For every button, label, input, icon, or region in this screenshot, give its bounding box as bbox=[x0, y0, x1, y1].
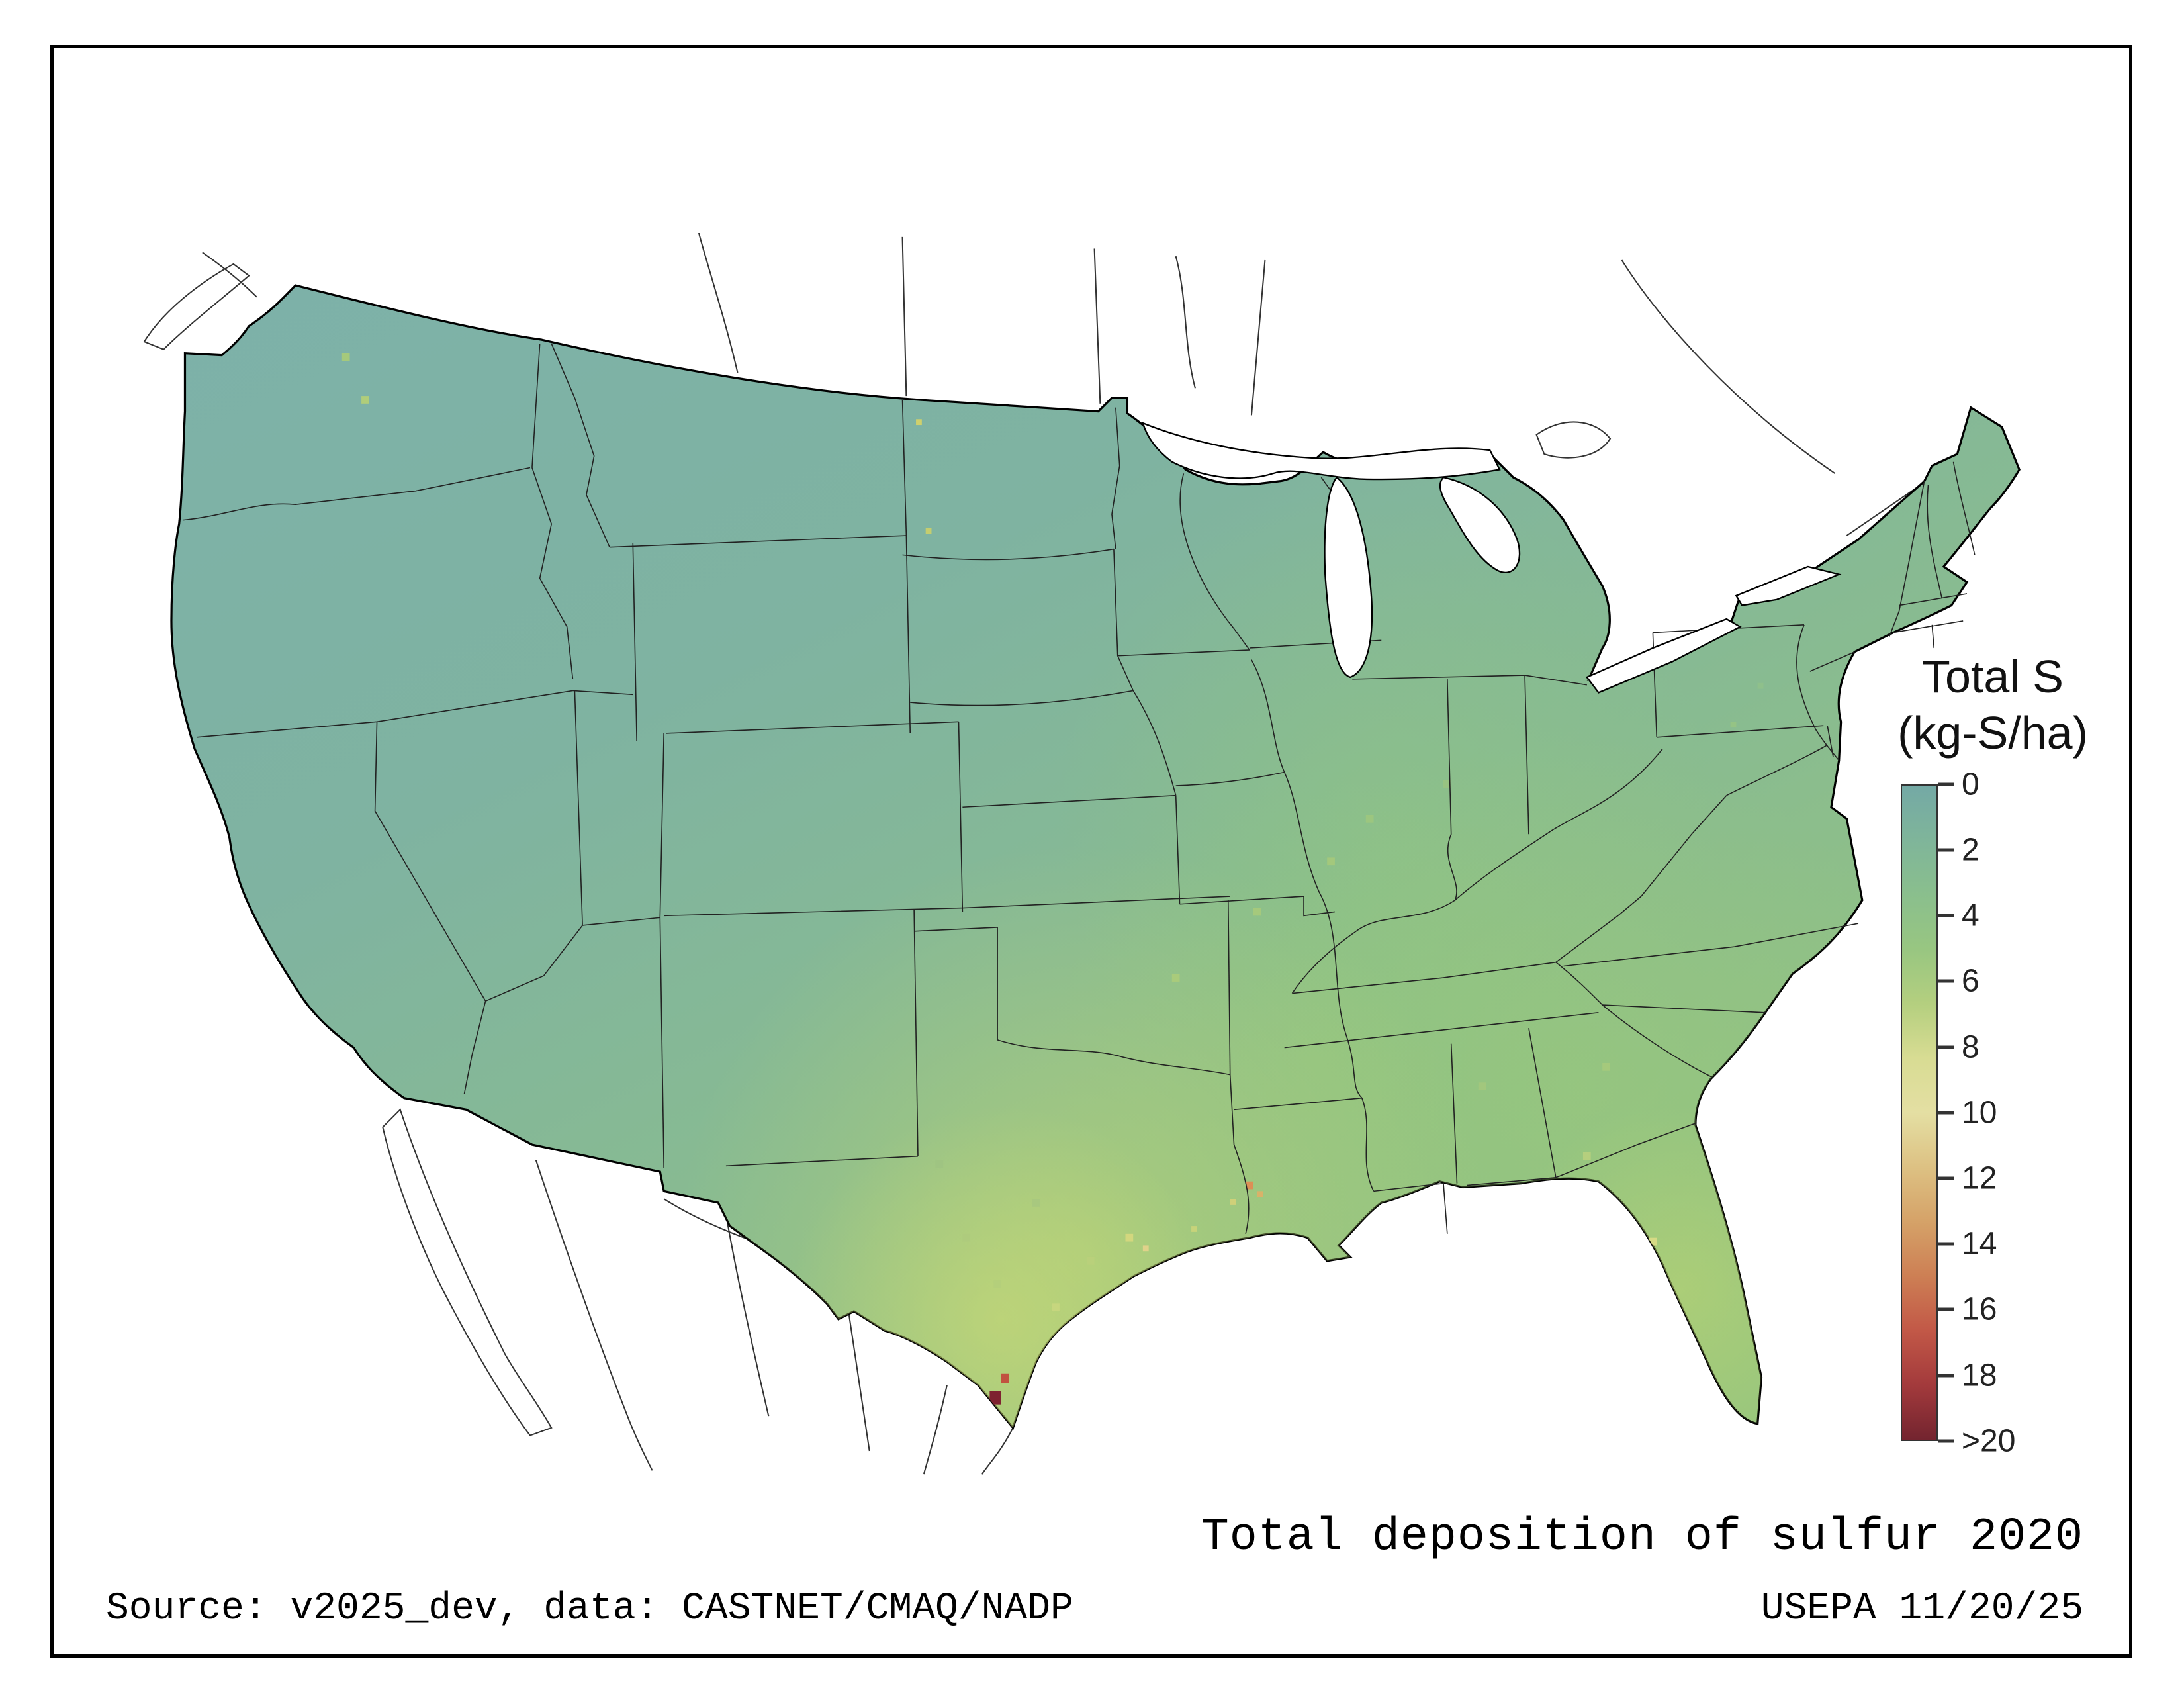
tick-mark bbox=[1938, 848, 1954, 852]
baja-california bbox=[382, 1108, 553, 1436]
deposition-hotspots bbox=[341, 353, 1764, 1405]
us-deposition-map bbox=[143, 233, 2021, 1475]
tick-label: >20 bbox=[1962, 1423, 2016, 1459]
colorbar-tick: >20 bbox=[1938, 1423, 2015, 1459]
figure-caption: Total deposition of sulfur 2020 bbox=[1201, 1511, 2083, 1564]
state-borders bbox=[183, 343, 1976, 1235]
lake-ontario bbox=[1735, 565, 1842, 606]
credit-text: USEPA 11/20/25 bbox=[1760, 1587, 2083, 1630]
colorbar-tick: 6 bbox=[1938, 963, 1979, 1000]
neighbor-country-borders bbox=[143, 233, 1929, 1475]
canada-province-line-mb-on bbox=[1250, 259, 1266, 416]
canada-province-line-bc-ab bbox=[698, 233, 739, 373]
deposition-tints bbox=[171, 285, 2020, 1428]
colorbar-tick: 2 bbox=[1938, 831, 1979, 868]
colorbar-tick: 14 bbox=[1938, 1226, 1997, 1262]
tick-label: 8 bbox=[1962, 1029, 1979, 1065]
colorbar-row: 0 2 4 6 8 10 12 14 16 18 >20 bbox=[1901, 767, 2139, 1458]
tick-label: 0 bbox=[1962, 767, 1979, 802]
colorbar-tick: 12 bbox=[1938, 1160, 1997, 1196]
colorbar-tick: 18 bbox=[1938, 1357, 1997, 1393]
tick-mark bbox=[1938, 1307, 1954, 1311]
tick-label: 12 bbox=[1962, 1160, 1997, 1196]
tick-mark bbox=[1938, 979, 1954, 983]
mexico-state-line-3 bbox=[923, 1385, 948, 1475]
figure-frame bbox=[50, 45, 2132, 1658]
mexico-state-line-1 bbox=[725, 1214, 770, 1417]
colorbar bbox=[1901, 784, 1938, 1441]
colorbar-tick: 16 bbox=[1938, 1291, 1997, 1328]
legend-title-line1: Total S bbox=[1922, 651, 2064, 702]
colorbar-tick: 0 bbox=[1938, 766, 1979, 802]
bc-coastline bbox=[202, 252, 257, 298]
mexico-state-line-2 bbox=[845, 1295, 870, 1452]
canada-province-line-on-qc bbox=[1621, 259, 1836, 475]
tick-mark bbox=[1938, 1176, 1954, 1180]
legend-title-line2: (kg-S/ha) bbox=[1897, 707, 2088, 759]
mexico-west-coast bbox=[535, 1160, 653, 1471]
legend-title: Total S (kg-S/ha) bbox=[1884, 649, 2102, 762]
colorbar-ticks: 0 2 4 6 8 10 12 14 16 18 >20 bbox=[1938, 767, 2136, 1458]
mexico-gulf-coast bbox=[981, 1427, 1014, 1475]
canada-province-line-ab-sk bbox=[901, 236, 907, 397]
tick-mark bbox=[1938, 782, 1954, 786]
legend: Total S (kg-S/ha) 0 2 4 6 8 10 12 14 16 18 >20 bbox=[1884, 649, 2161, 1458]
lake-erie bbox=[1585, 618, 1742, 694]
tick-mark bbox=[1938, 1045, 1954, 1049]
tick-label: 10 bbox=[1962, 1095, 1997, 1131]
vancouver-island bbox=[143, 263, 250, 350]
lake-superior bbox=[1142, 422, 1501, 481]
tick-label: 14 bbox=[1962, 1226, 1997, 1262]
source-text: Source: v2025_dev, data: CASTNET/CMAQ/NA… bbox=[106, 1587, 1073, 1630]
tick-label: 18 bbox=[1962, 1358, 1997, 1393]
canada-province-line-sk-mb bbox=[1093, 248, 1101, 404]
great-lakes bbox=[1142, 422, 1842, 694]
lake-huron bbox=[1439, 476, 1521, 573]
tick-mark bbox=[1938, 1242, 1954, 1246]
tick-label: 6 bbox=[1962, 963, 1979, 999]
tick-mark bbox=[1938, 914, 1954, 917]
tick-mark bbox=[1938, 1439, 1954, 1443]
colorbar-tick: 8 bbox=[1938, 1029, 1979, 1065]
lake-michigan bbox=[1324, 476, 1373, 679]
tick-label: 2 bbox=[1962, 832, 1979, 868]
colorbar-tick: 4 bbox=[1938, 898, 1979, 934]
tick-mark bbox=[1938, 1111, 1954, 1115]
lake-winnipeg-shore bbox=[1175, 256, 1196, 389]
georgian-bay bbox=[1535, 421, 1612, 459]
tick-label: 16 bbox=[1962, 1291, 1997, 1327]
colorbar-tick: 10 bbox=[1938, 1094, 1997, 1131]
tick-label: 4 bbox=[1962, 898, 1979, 933]
tick-mark bbox=[1938, 1374, 1954, 1378]
